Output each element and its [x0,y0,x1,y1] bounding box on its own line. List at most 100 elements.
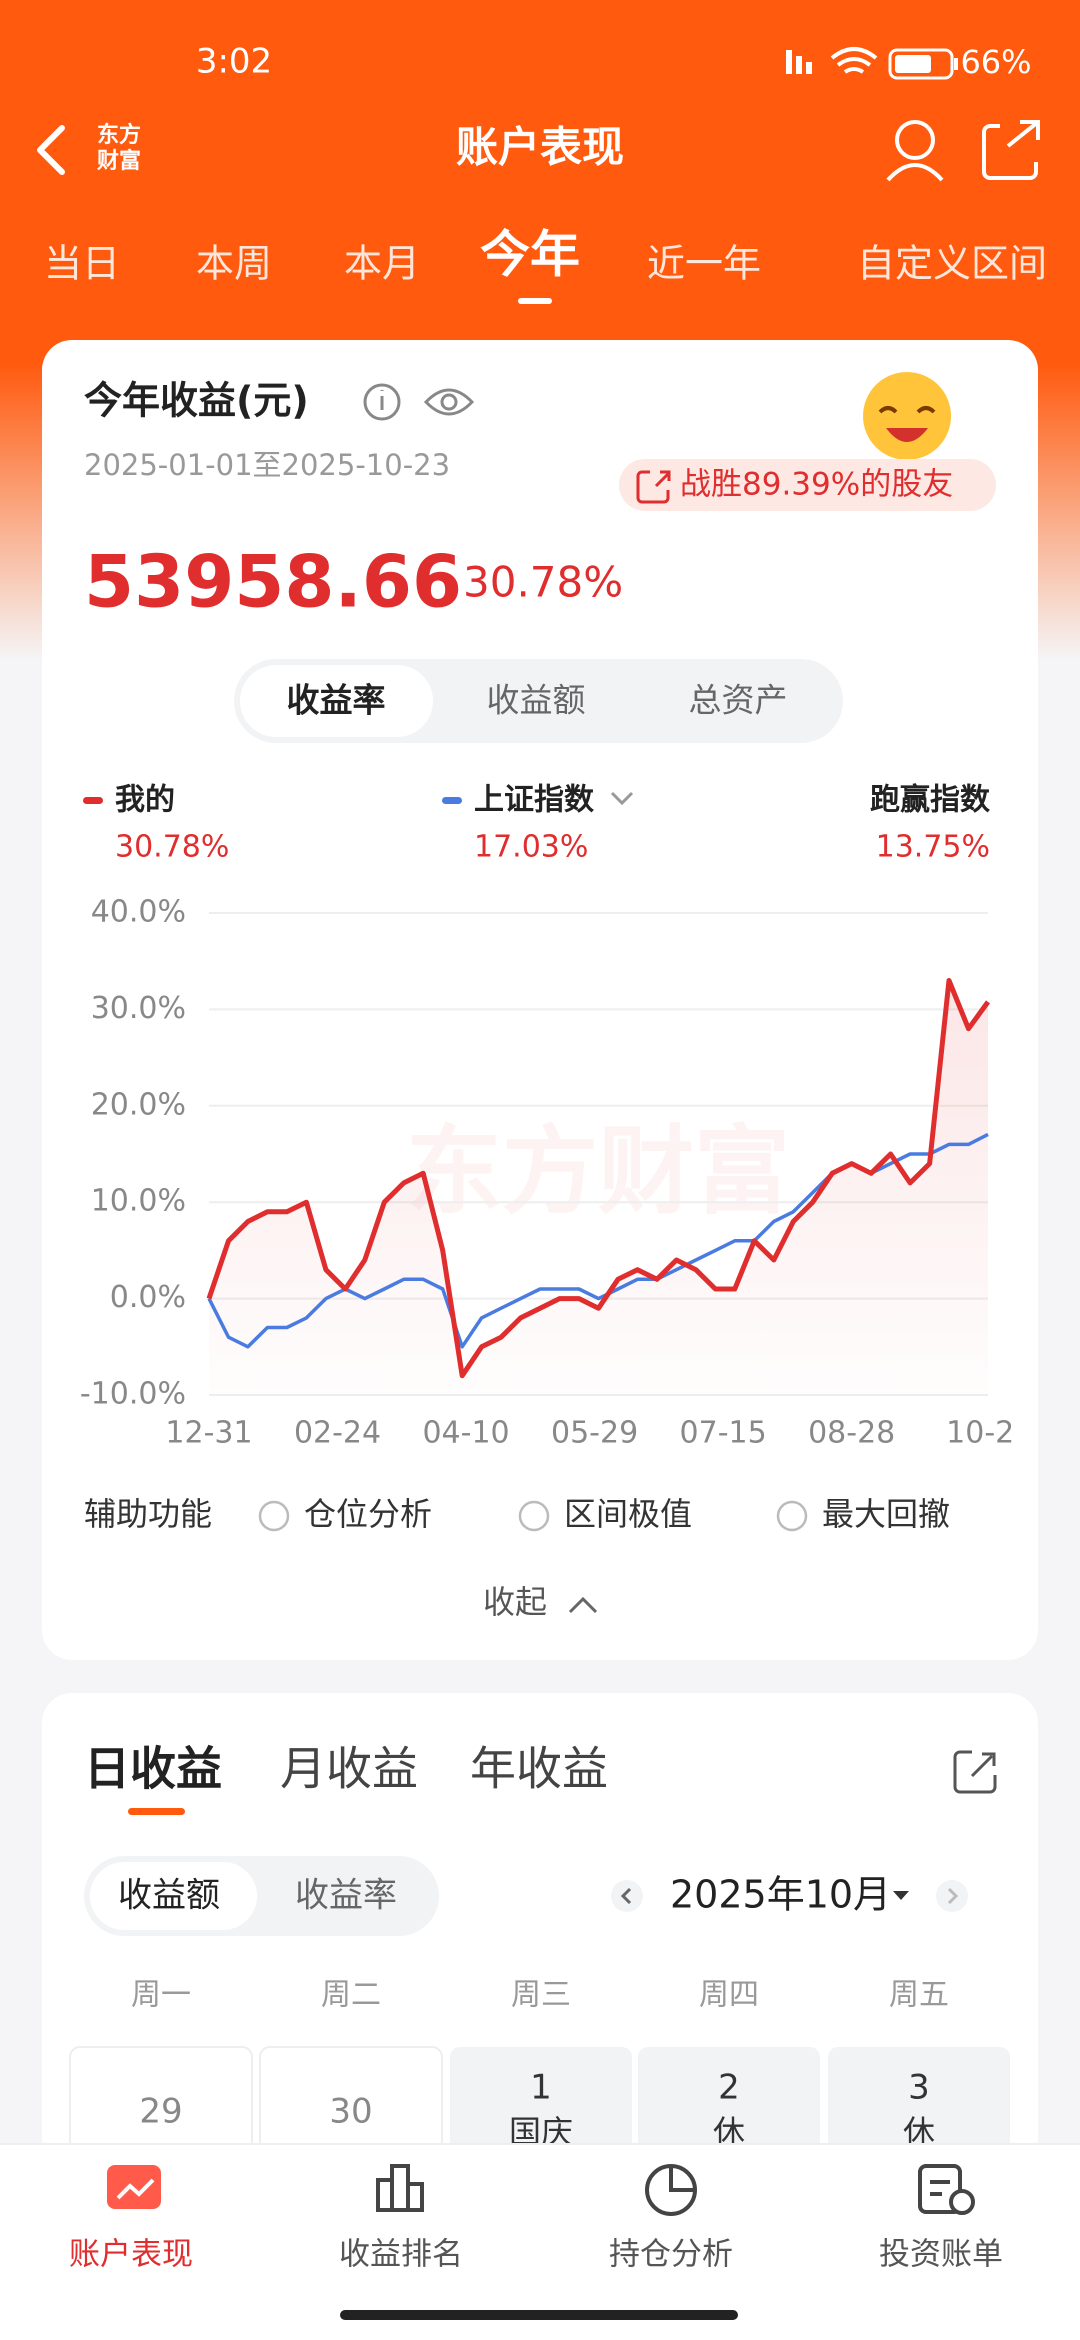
nav-item[interactable]: 账户表现 [69,2237,193,2273]
weekday: 周五 [889,1978,949,2013]
legend-swatch [83,797,103,804]
y-tick-label: 10.0% [91,1184,186,1219]
returns-tab-indicator [128,1808,185,1815]
badge-background [619,459,996,511]
day-number: 1 [530,2068,552,2108]
radio[interactable] [258,1500,290,1532]
outperform-name: 跑赢指数 [870,783,991,818]
returns-share-icon[interactable] [953,1750,997,1794]
metric-tab[interactable]: 总资产 [689,681,788,720]
returns-tab[interactable]: 月收益 [280,1742,418,1796]
nav-item[interactable]: 投资账单 [879,2237,1003,2273]
collapse-icon[interactable] [568,1596,598,1614]
legend-name: 我的 [115,783,175,818]
value-toggle-option[interactable]: 收益额 [118,1876,220,1916]
x-tick-label: 04-10 [422,1416,509,1451]
period-tab[interactable]: 本周 [196,242,272,286]
status-icons [786,47,958,80]
day-number: 29 [139,2092,182,2132]
assist-label: 辅助功能 [84,1495,212,1533]
weekday: 周二 [321,1978,381,2013]
weekday: 周四 [699,1978,759,2013]
day-number: 30 [329,2092,372,2132]
x-tick-label: 07-15 [680,1416,767,1451]
period-tab[interactable]: 今年 [480,226,580,284]
radio[interactable] [776,1500,808,1532]
y-tick-label: 20.0% [91,1087,186,1122]
info-icon[interactable] [363,383,401,421]
page-title: 账户表现 [456,123,624,172]
period-tab[interactable]: 本月 [344,242,420,286]
nav-item[interactable]: 持仓分析 [609,2237,733,2273]
eye-icon[interactable] [423,388,475,416]
index-dropdown[interactable] [610,791,634,806]
bottom-nav [0,2144,1080,2340]
profit-rate: 30.78% [463,558,623,607]
value-toggle-active[interactable] [90,1862,257,1930]
badge-icon [636,470,671,504]
day-number: 3 [908,2068,930,2108]
nav-icon-ranking [376,2164,424,2212]
back-button[interactable] [37,125,65,175]
nav-icon-performance [107,2165,161,2209]
returns-tab[interactable]: 日收益 [84,1742,222,1796]
y-tick-label: 40.0% [91,895,186,930]
summary-title: 今年收益(元) [84,379,309,423]
y-tick-label: -10.0% [80,1377,186,1412]
outperform-value: 13.75% [876,830,990,865]
month-label: 2025年10月 [670,1873,891,1917]
period-tab[interactable]: 自定义区间 [857,242,1047,286]
y-tick-label: 30.0% [91,991,186,1026]
assist-option[interactable]: 最大回撤 [822,1495,950,1533]
period-tab[interactable]: 近一年 [647,242,761,286]
weekday: 周一 [131,1978,191,2013]
metric-tab[interactable]: 收益额 [487,681,586,720]
radio[interactable] [518,1500,550,1532]
x-tick-label: 02-24 [294,1416,381,1451]
summary-card [42,340,1038,1660]
x-tick-label: 05-29 [551,1416,638,1451]
status-time: 3:02 [196,42,272,82]
month-dropdown[interactable] [893,1891,909,1900]
legend-swatch [442,797,462,804]
metric-toggle-active[interactable] [240,665,433,737]
x-tick-label: 12-31 [165,1416,252,1451]
home-indicator [340,2310,738,2320]
next-month[interactable] [936,1880,968,1912]
legend-name: 上证指数 [474,783,595,818]
area-fill [209,980,988,1395]
logo-text: 东方 [97,122,141,148]
prev-arrow [620,1887,632,1905]
metric-tab[interactable]: 收益率 [287,681,386,720]
next-arrow [947,1887,959,1905]
battery-level: 66% [960,43,1031,81]
bottom-nav-labels: 账户表现 收益排名 持仓分析 投资账单 [69,2237,1003,2273]
x-tick-label: 10-2 [946,1416,1014,1451]
profile-icon[interactable] [886,120,944,182]
emoji-face [863,372,951,460]
assist-option[interactable]: 仓位分析 [304,1495,432,1533]
nav-item[interactable]: 收益排名 [339,2237,463,2273]
badge-text: 战胜89.39%的股友 [680,467,953,503]
period-tab[interactable]: 当日 [44,242,120,286]
logo-text: 财富 [97,148,141,174]
logo [88,118,150,180]
weekday: 周三 [511,1978,571,2013]
value-toggle-option[interactable]: 收益率 [295,1876,397,1916]
returns-tab[interactable]: 年收益 [470,1742,608,1796]
day-number: 2 [718,2068,740,2108]
collapse[interactable]: 收起 [483,1583,547,1621]
legend-value: 30.78% [115,830,229,865]
share-icon[interactable] [982,120,1040,180]
legend-value: 17.03% [474,830,588,865]
assist-option[interactable]: 区间极值 [564,1495,692,1533]
prev-month[interactable] [611,1880,643,1912]
date-range: 2025-01-01至2025-10-23 [84,448,450,482]
series-line [206,978,991,1379]
tab-indicator [518,298,552,304]
x-tick-label: 08-28 [808,1416,895,1451]
nav-icon-holdings [645,2164,697,2216]
watermark: 东方财富 [406,1115,790,1227]
nav-icon-bills [918,2164,975,2215]
